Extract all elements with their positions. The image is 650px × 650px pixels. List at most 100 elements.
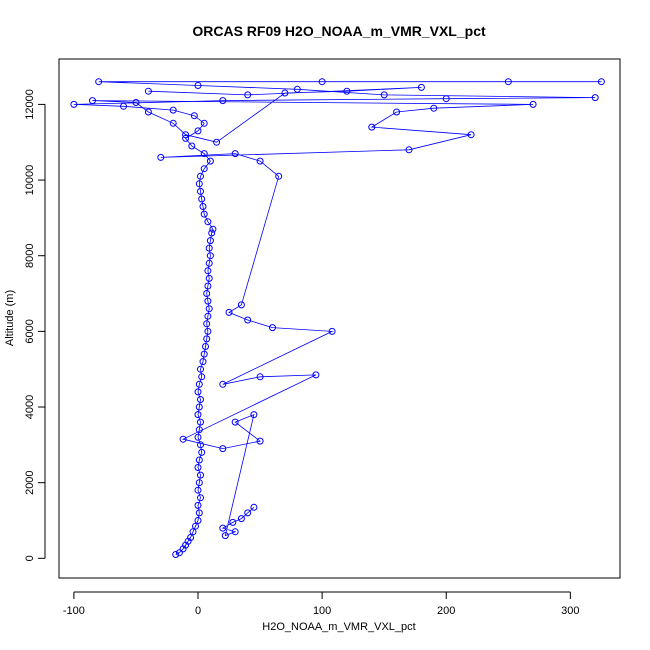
data-point <box>417 83 425 91</box>
data-point <box>197 172 204 180</box>
data-point <box>591 94 599 102</box>
data-point <box>195 180 203 188</box>
data-point <box>198 448 206 456</box>
data-point <box>219 524 227 532</box>
data-point <box>189 528 197 536</box>
data-point <box>195 380 203 388</box>
data-point <box>231 528 239 536</box>
data-point <box>204 312 212 320</box>
data-point <box>328 327 336 335</box>
data-point <box>380 91 388 99</box>
data-point <box>205 274 213 282</box>
data-point <box>195 479 203 487</box>
data-point <box>197 187 204 195</box>
data-point <box>229 518 237 526</box>
data-point <box>204 218 212 226</box>
y-tick-label: 8000 <box>24 243 36 267</box>
data-point <box>244 509 252 517</box>
data-point <box>405 146 413 154</box>
data-point <box>169 106 177 114</box>
data-point <box>206 252 214 260</box>
data-point <box>213 138 221 146</box>
data-point <box>208 229 216 237</box>
data-point <box>368 123 376 131</box>
data-point <box>194 127 202 135</box>
data-point <box>200 119 208 127</box>
data-point <box>175 549 183 557</box>
data-point <box>194 486 202 494</box>
plot-frame <box>58 58 621 579</box>
data-point <box>256 157 264 165</box>
data-point <box>198 373 206 381</box>
series-line <box>73 81 602 555</box>
data-point <box>203 320 211 328</box>
y-tick-label: 2000 <box>24 470 36 494</box>
data-point <box>597 78 605 86</box>
data-point <box>195 403 203 411</box>
data-point <box>203 335 211 343</box>
data-point <box>197 365 204 373</box>
y-tick-label: 4000 <box>24 395 36 419</box>
y-axis-label: Altitude (m) <box>4 290 16 346</box>
data-point <box>205 244 213 252</box>
data-point <box>231 418 239 426</box>
data-point <box>182 134 190 142</box>
data-point <box>209 225 217 233</box>
data-point <box>197 441 204 449</box>
data-point <box>199 358 207 366</box>
data-point <box>393 108 401 116</box>
data-point <box>318 78 326 86</box>
series-line <box>92 87 534 537</box>
series-0 <box>70 78 605 558</box>
data-point <box>206 157 214 165</box>
data-point <box>256 373 264 381</box>
data-point <box>70 100 78 108</box>
data-point <box>144 108 152 116</box>
data-point <box>132 99 140 106</box>
x-tick-label: 200 <box>437 605 455 617</box>
series-layer <box>70 78 605 558</box>
data-point <box>200 350 208 358</box>
data-point <box>219 380 227 388</box>
data-point <box>187 534 195 541</box>
data-point <box>205 305 213 313</box>
data-point <box>202 343 209 350</box>
x-tick-label: 300 <box>561 605 579 617</box>
data-point <box>157 153 165 161</box>
data-point <box>204 297 212 305</box>
data-point <box>221 532 229 540</box>
data-point <box>206 237 214 245</box>
data-point <box>192 522 199 530</box>
data-point <box>312 371 320 379</box>
data-point <box>95 78 103 86</box>
data-point <box>504 78 512 86</box>
data-point <box>194 411 202 419</box>
y-axis: 0 2000 4000 6000 8000 10000 12000 <box>24 89 46 561</box>
data-point <box>144 87 152 95</box>
data-point <box>275 172 283 180</box>
data-point <box>250 503 258 511</box>
x-axis: -100 0 100 200 300 <box>63 591 580 617</box>
data-point <box>89 97 96 105</box>
x-tick-label: 100 <box>313 605 331 617</box>
data-point <box>442 95 450 103</box>
data-point <box>281 89 289 97</box>
data-point <box>219 97 227 105</box>
data-point <box>244 316 252 324</box>
data-point <box>194 517 202 524</box>
data-point <box>231 150 239 158</box>
x-tick-label: -100 <box>63 605 85 617</box>
data-point <box>195 509 203 517</box>
data-point <box>200 210 208 218</box>
data-point <box>194 388 202 396</box>
data-point <box>195 456 203 464</box>
data-point <box>188 142 196 150</box>
y-tick-label: 0 <box>24 555 36 561</box>
data-point <box>197 494 204 502</box>
data-point <box>120 102 127 110</box>
data-point <box>194 433 202 441</box>
data-point <box>467 131 475 139</box>
data-point <box>204 267 212 275</box>
data-point <box>182 131 190 139</box>
data-point <box>225 308 233 316</box>
